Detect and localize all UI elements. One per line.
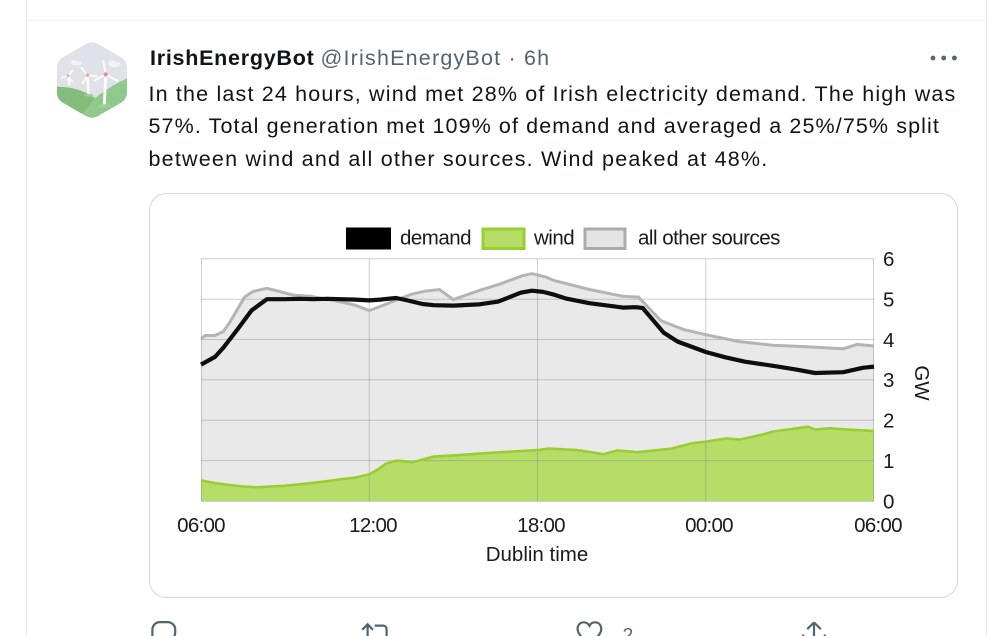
svg-text:Dublin time: Dublin time — [486, 543, 589, 566]
svg-text:2: 2 — [883, 410, 894, 433]
svg-text:1: 1 — [883, 450, 894, 473]
svg-text:12:00: 12:00 — [349, 514, 397, 537]
svg-text:4: 4 — [883, 329, 894, 352]
svg-text:demand: demand — [400, 227, 471, 250]
svg-text:6: 6 — [883, 248, 894, 271]
svg-text:3: 3 — [883, 369, 894, 392]
svg-text:wind: wind — [533, 227, 574, 250]
svg-text:GW: GW — [910, 365, 933, 401]
svg-text:06:00: 06:00 — [177, 514, 225, 537]
svg-text:2: 2 — [623, 625, 634, 636]
svg-text:06:00: 06:00 — [854, 514, 902, 537]
svg-text:5: 5 — [883, 289, 894, 312]
svg-text:all other sources: all other sources — [638, 227, 780, 250]
svg-text:00:00: 00:00 — [685, 514, 733, 537]
svg-text:0: 0 — [883, 490, 894, 513]
svg-text:18:00: 18:00 — [517, 514, 565, 537]
